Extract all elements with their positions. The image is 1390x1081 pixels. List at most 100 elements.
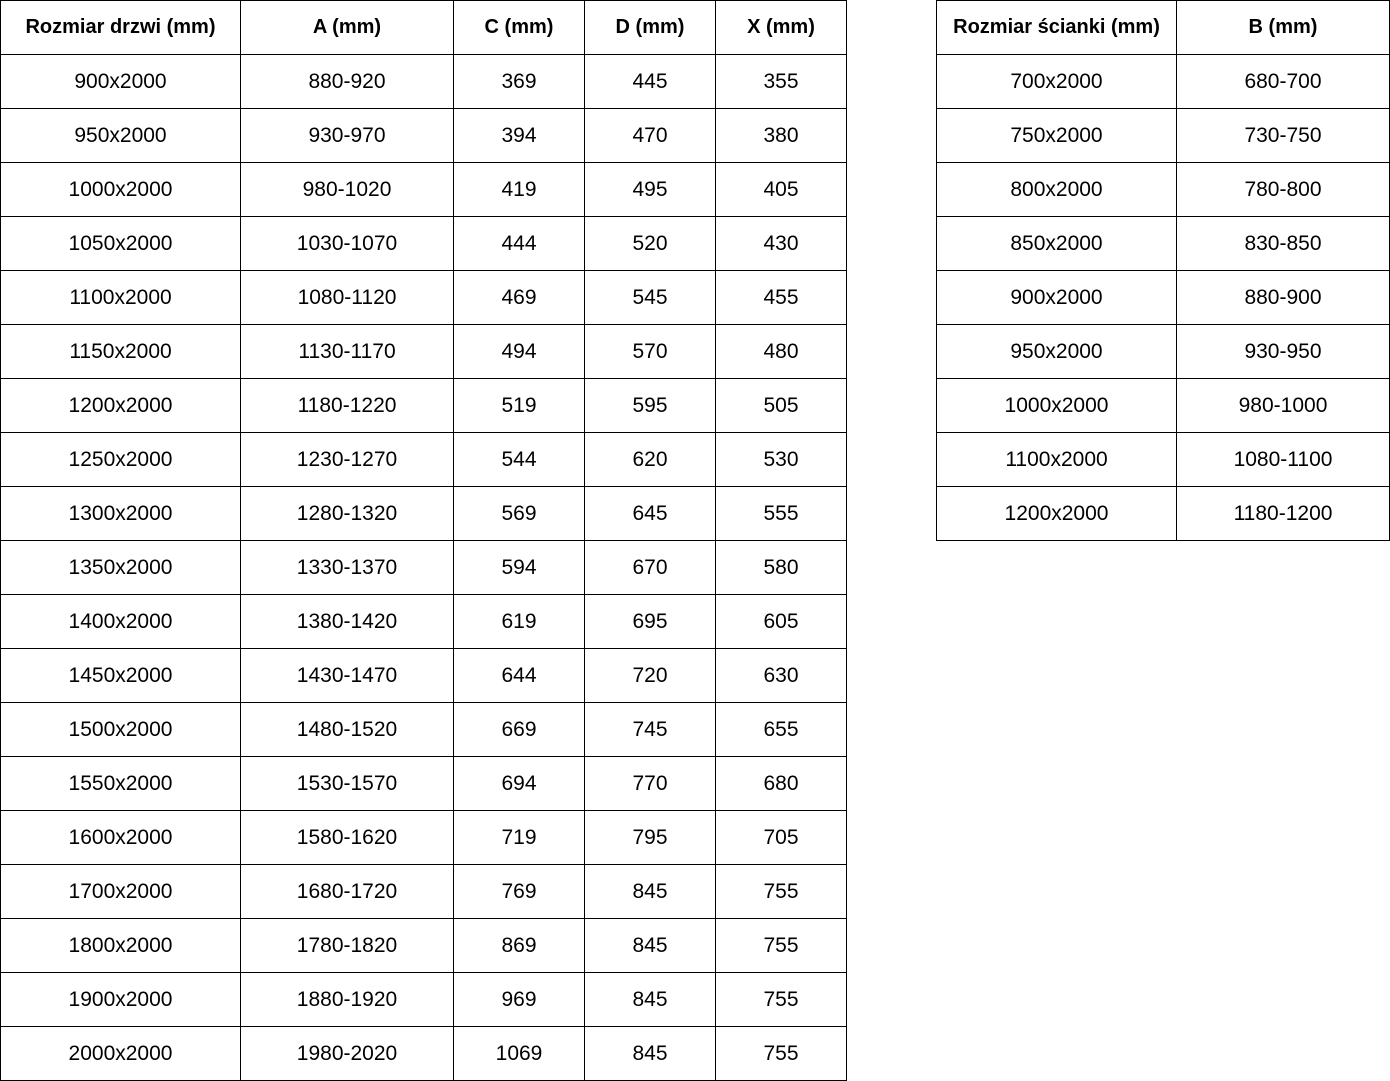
- table-cell: 519: [453, 378, 585, 433]
- table-cell: 1069: [453, 1026, 585, 1081]
- table-cell: 545: [584, 270, 716, 325]
- table-row: 1550x2000 1530-1570 694 770 680: [0, 756, 847, 811]
- table-row: 1200x2000 1180-1220 519 595 505: [0, 378, 847, 433]
- table-cell: 1000x2000: [936, 378, 1177, 433]
- table-cell: 505: [715, 378, 847, 433]
- table-cell: 930-950: [1176, 324, 1390, 379]
- table-cell: 1550x2000: [0, 756, 241, 811]
- table-cell: 845: [584, 918, 716, 973]
- table-cell: 670: [584, 540, 716, 595]
- table-row: 1900x2000 1880-1920 969 845 755: [0, 972, 847, 1027]
- table-cell: 455: [715, 270, 847, 325]
- table-cell: 880-920: [240, 54, 454, 109]
- table-cell: 469: [453, 270, 585, 325]
- table-cell: 595: [584, 378, 716, 433]
- table-cell: 620: [584, 432, 716, 487]
- wall-panel-size-table: Rozmiar ścianki (mm) B (mm) 700x2000 680-7…: [936, 0, 1390, 541]
- table-cell: 830-850: [1176, 216, 1390, 271]
- table-cell: 1380-1420: [240, 594, 454, 649]
- table-cell: 445: [584, 54, 716, 109]
- table-cell: 1450x2000: [0, 648, 241, 703]
- table-cell: 694: [453, 756, 585, 811]
- table-cell: 555: [715, 486, 847, 541]
- table-cell: 755: [715, 918, 847, 973]
- table-row: 1450x2000 1430-1470 644 720 630: [0, 648, 847, 703]
- table-cell: 1780-1820: [240, 918, 454, 973]
- table-row: 1150x2000 1130-1170 494 570 480: [0, 324, 847, 379]
- table-cell: 530: [715, 432, 847, 487]
- column-header: D (mm): [584, 0, 716, 55]
- table-row: 700x2000 680-700: [936, 54, 1390, 109]
- table-cell: 845: [584, 1026, 716, 1081]
- table-row: 1100x2000 1080-1120 469 545 455: [0, 270, 847, 325]
- table-cell: 770: [584, 756, 716, 811]
- table-cell: 1530-1570: [240, 756, 454, 811]
- table-cell: 680-700: [1176, 54, 1390, 109]
- table-row: 1000x2000 980-1000: [936, 378, 1390, 433]
- table-cell: 1130-1170: [240, 324, 454, 379]
- table-cell: 419: [453, 162, 585, 217]
- column-header: Rozmiar drzwi (mm): [0, 0, 241, 55]
- table-cell: 755: [715, 972, 847, 1027]
- table-cell: 980-1020: [240, 162, 454, 217]
- table-cell: 1330-1370: [240, 540, 454, 595]
- table-cell: 355: [715, 54, 847, 109]
- table-cell: 470: [584, 108, 716, 163]
- table-cell: 605: [715, 594, 847, 649]
- table-cell: 655: [715, 702, 847, 757]
- table-cell: 1080-1120: [240, 270, 454, 325]
- table-cell: 700x2000: [936, 54, 1177, 109]
- table-row: 850x2000 830-850: [936, 216, 1390, 271]
- table-cell: 1500x2000: [0, 702, 241, 757]
- table-row: 1100x2000 1080-1100: [936, 432, 1390, 487]
- table-cell: 1100x2000: [0, 270, 241, 325]
- table-cell: 1800x2000: [0, 918, 241, 973]
- table-cell: 1400x2000: [0, 594, 241, 649]
- table-row: 1350x2000 1330-1370 594 670 580: [0, 540, 847, 595]
- table-cell: 780-800: [1176, 162, 1390, 217]
- table-cell: 644: [453, 648, 585, 703]
- table-row: 1050x2000 1030-1070 444 520 430: [0, 216, 847, 271]
- table-cell: 2000x2000: [0, 1026, 241, 1081]
- table-cell: 1200x2000: [0, 378, 241, 433]
- table-cell: 1180-1200: [1176, 486, 1390, 541]
- table-cell: 730-750: [1176, 108, 1390, 163]
- table-cell: 444: [453, 216, 585, 271]
- table-row: 1300x2000 1280-1320 569 645 555: [0, 486, 847, 541]
- table-cell: 619: [453, 594, 585, 649]
- table-cell: 1030-1070: [240, 216, 454, 271]
- table-cell: 755: [715, 864, 847, 919]
- table-cell: 1250x2000: [0, 432, 241, 487]
- table-cell: 1150x2000: [0, 324, 241, 379]
- table-cell: 669: [453, 702, 585, 757]
- table-cell: 1600x2000: [0, 810, 241, 865]
- table-cell: 900x2000: [936, 270, 1177, 325]
- table-cell: 930-970: [240, 108, 454, 163]
- table-cell: 495: [584, 162, 716, 217]
- table-cell: 869: [453, 918, 585, 973]
- table-cell: 394: [453, 108, 585, 163]
- table-cell: 1980-2020: [240, 1026, 454, 1081]
- table-cell: 580: [715, 540, 847, 595]
- table-cell: 570: [584, 324, 716, 379]
- table-row: 2000x2000 1980-2020 1069 845 755: [0, 1026, 847, 1081]
- table-cell: 1180-1220: [240, 378, 454, 433]
- table-cell: 1080-1100: [1176, 432, 1390, 487]
- table-cell: 880-900: [1176, 270, 1390, 325]
- table-cell: 1000x2000: [0, 162, 241, 217]
- header-row: Rozmiar drzwi (mm) A (mm) C (mm) D (mm) X (m…: [0, 0, 847, 55]
- table-row: 1200x2000 1180-1200: [936, 486, 1390, 541]
- table-cell: 755: [715, 1026, 847, 1081]
- table-row: 900x2000 880-920 369 445 355: [0, 54, 847, 109]
- table-cell: 769: [453, 864, 585, 919]
- table-cell: 705: [715, 810, 847, 865]
- column-header: Rozmiar ścianki (mm): [936, 0, 1177, 55]
- table-cell: 845: [584, 972, 716, 1027]
- table-cell: 980-1000: [1176, 378, 1390, 433]
- column-header: A (mm): [240, 0, 454, 55]
- table-cell: 1300x2000: [0, 486, 241, 541]
- door-size-table: Rozmiar drzwi (mm) A (mm) C (mm) D (mm) X (m…: [0, 0, 847, 1081]
- table-cell: 1900x2000: [0, 972, 241, 1027]
- table-row: 900x2000 880-900: [936, 270, 1390, 325]
- table-cell: 1050x2000: [0, 216, 241, 271]
